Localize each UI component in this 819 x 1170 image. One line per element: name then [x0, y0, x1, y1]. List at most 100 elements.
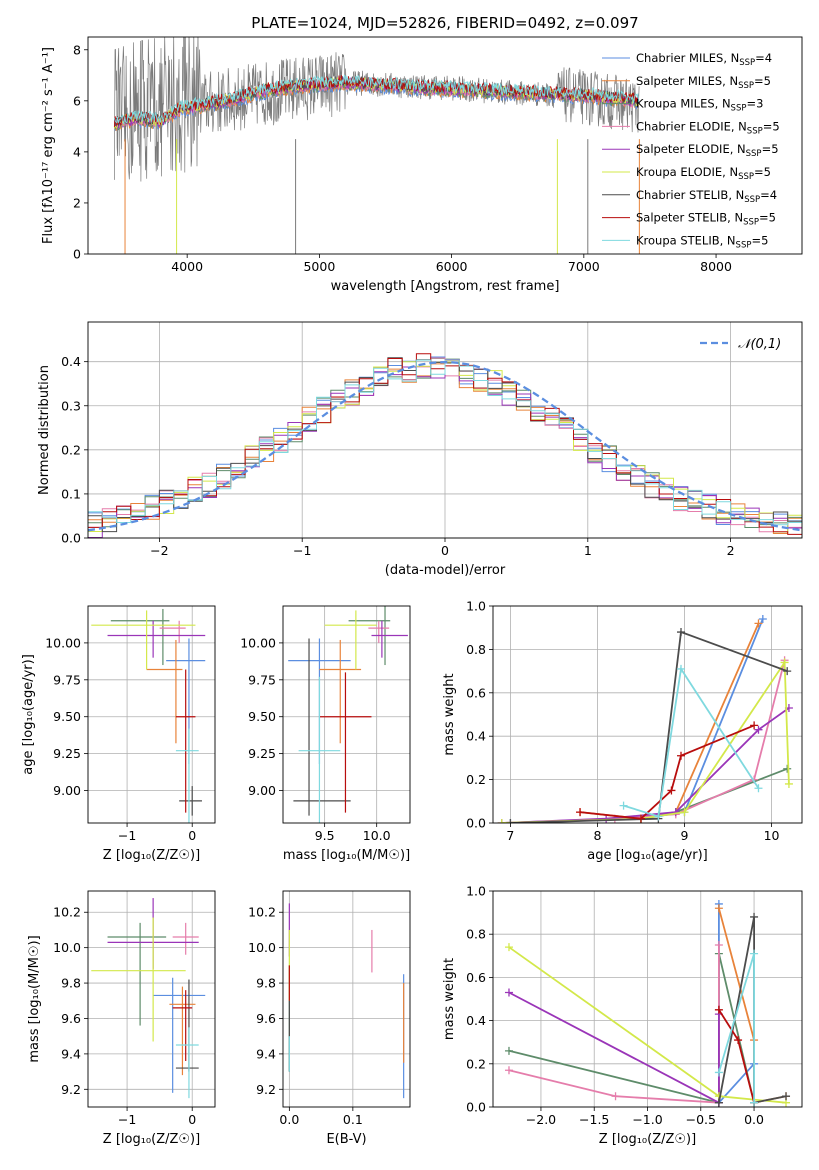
x-axis-label: E(B-V) [326, 1132, 366, 1147]
weight-series-line [623, 666, 760, 818]
weight-series-line [579, 724, 755, 820]
y-tick-label: 0.8 [466, 642, 486, 657]
mass_vs_Z-panel: −1 0 9.2 9.4 9.6 9.8 10.0 10.2 Z [log₁₀(Z/Z☉)] ma… [27, 890, 216, 1147]
weight-point-marker [611, 1092, 620, 1101]
mass_vs_ebv-plot-area [288, 903, 405, 1099]
y-tick-label: 10.0 [53, 940, 81, 955]
x-tick-label: 0.1 [343, 1112, 363, 1127]
legend-label: Chabrier MILES, NSSP=4 [636, 51, 772, 68]
mass_vs_ebv-panel: 0.0 0.1 9.2 9.4 9.6 9.8 10.0 10.2 E(B-V) [248, 890, 411, 1147]
legend-label: 𝒩(0,1) [738, 337, 781, 352]
x-axis-label: age [log₁₀(age/yr)] [587, 848, 708, 863]
y-axis-label: Flux [fλ10⁻¹⁷ erg cm⁻² s⁻¹ A⁻¹] [41, 47, 56, 244]
y-tick-label: 8 [73, 42, 81, 57]
y-tick-label: 6 [73, 93, 81, 108]
figure-title: PLATE=1024, MJD=52826, FIBERID=0492, z=0… [251, 14, 638, 32]
mass_vs_Z-plot-area [91, 898, 206, 1099]
y-tick-label: 9.8 [256, 976, 276, 991]
axes-frame [87, 605, 216, 824]
legend-label: Chabrier STELIB, NSSP=4 [636, 188, 777, 205]
weight-point-marker [780, 658, 789, 667]
y-tick-label: 0.4 [61, 354, 81, 369]
age_vs_Z-panel: −1 0 9.00 9.25 9.50 9.75 10.00 Z [log₁₀(Z/Z☉)] a… [21, 605, 216, 863]
y-tick-label: 9.8 [61, 976, 81, 991]
y-tick-label: 10.2 [53, 905, 81, 920]
weight-point-marker [497, 819, 506, 823]
weight-point-marker [754, 619, 763, 628]
x-tick-label: 8000 [700, 259, 732, 274]
weight-series-line [508, 953, 755, 1104]
residuals-panel: −2 −1 0 1 2 0.0 0.1 0.2 0.3 0.4 (data-model)/error… [37, 321, 803, 578]
x-tick-label: 0.0 [279, 1112, 299, 1127]
x-tick-label: 6000 [436, 259, 468, 274]
x-tick-label: −1 [293, 543, 311, 558]
axes-frame [282, 605, 411, 824]
weight-point-marker [677, 628, 686, 637]
age_vs_mass-panel: 9.5 10.0 9.00 9.25 9.50 9.75 10.00 mass [log₁₀(… [240, 605, 411, 863]
weight-point-marker [714, 1068, 723, 1077]
weight-point-marker [750, 949, 759, 958]
axes-frame [87, 36, 803, 255]
age_vs_mass-plot-area [288, 606, 408, 823]
y-tick-label: 0.6 [466, 970, 486, 985]
y-tick-label: 0.4 [466, 729, 486, 744]
x-tick-label: 0 [188, 1112, 196, 1127]
residuals-plot-area [88, 353, 802, 538]
weight-point-marker [636, 814, 645, 823]
weight-series-line [501, 707, 790, 823]
y-tick-label: 9.25 [53, 746, 81, 761]
x-tick-label: 9.5 [315, 828, 335, 843]
weight-point-marker [677, 664, 686, 673]
y-tick-label: 9.50 [53, 709, 81, 724]
y-tick-label: 0.2 [466, 772, 486, 787]
weight-point-marker [714, 1098, 723, 1107]
y-tick-label: 0.3 [61, 398, 81, 413]
age_vs_Z-plot-area [91, 608, 206, 823]
y-tick-label: 0 [73, 247, 81, 262]
weight-point-marker [784, 779, 793, 788]
weight_vs_Z-plot-area [504, 899, 791, 1107]
x-tick-label: 4000 [171, 259, 203, 274]
weight-point-marker [754, 784, 763, 793]
x-tick-label: −0.5 [686, 1112, 716, 1127]
y-axis-label: mass weight [442, 673, 457, 755]
y-tick-label: 9.50 [248, 709, 276, 724]
y-tick-label: 9.00 [53, 783, 81, 798]
weight-point-marker [576, 808, 585, 817]
weight-point-marker [504, 943, 513, 952]
y-tick-label: 10.00 [45, 635, 81, 650]
residual-histogram [88, 359, 802, 526]
x-tick-label: −1 [118, 1112, 136, 1127]
weight-point-marker [782, 1092, 791, 1101]
x-axis-label: (data-model)/error [385, 563, 506, 578]
x-tick-label: 0 [441, 543, 449, 558]
y-axis-label: mass weight [442, 958, 457, 1040]
y-tick-label: 0.6 [466, 685, 486, 700]
y-axis-label: Normed distribution [37, 365, 52, 495]
x-tick-label: −2 [150, 543, 168, 558]
y-tick-label: 4 [73, 144, 81, 159]
y-tick-label: 9.00 [248, 783, 276, 798]
y-tick-label: 0.1 [61, 486, 81, 501]
weight-point-marker [734, 1036, 743, 1045]
weight-point-marker [667, 786, 676, 795]
x-tick-label: 10 [764, 828, 780, 843]
x-tick-label: 0 [188, 828, 196, 843]
y-tick-label: 9.25 [248, 746, 276, 761]
x-axis-label: Z [log₁₀(Z/Z☉)] [103, 1132, 200, 1147]
weight-point-marker [783, 764, 792, 773]
weight-point-marker [783, 667, 792, 676]
x-tick-label: −1.5 [579, 1112, 609, 1127]
y-tick-label: 9.2 [256, 1082, 276, 1097]
y-axis-label: age [log₁₀(age/yr)] [21, 654, 36, 775]
x-tick-label: −1 [118, 828, 136, 843]
weight-series-line [508, 991, 720, 1105]
x-tick-label: 7000 [568, 259, 600, 274]
weight-point-marker [504, 1066, 513, 1075]
x-tick-label: 2 [727, 543, 735, 558]
y-tick-label: 10.0 [248, 940, 276, 955]
legend-label: Kroupa ELODIE, NSSP=5 [636, 165, 771, 182]
weight-point-marker [504, 1046, 513, 1055]
x-axis-label: Z [log₁₀(Z/Z☉)] [599, 1132, 696, 1147]
weight-point-marker [750, 912, 759, 921]
